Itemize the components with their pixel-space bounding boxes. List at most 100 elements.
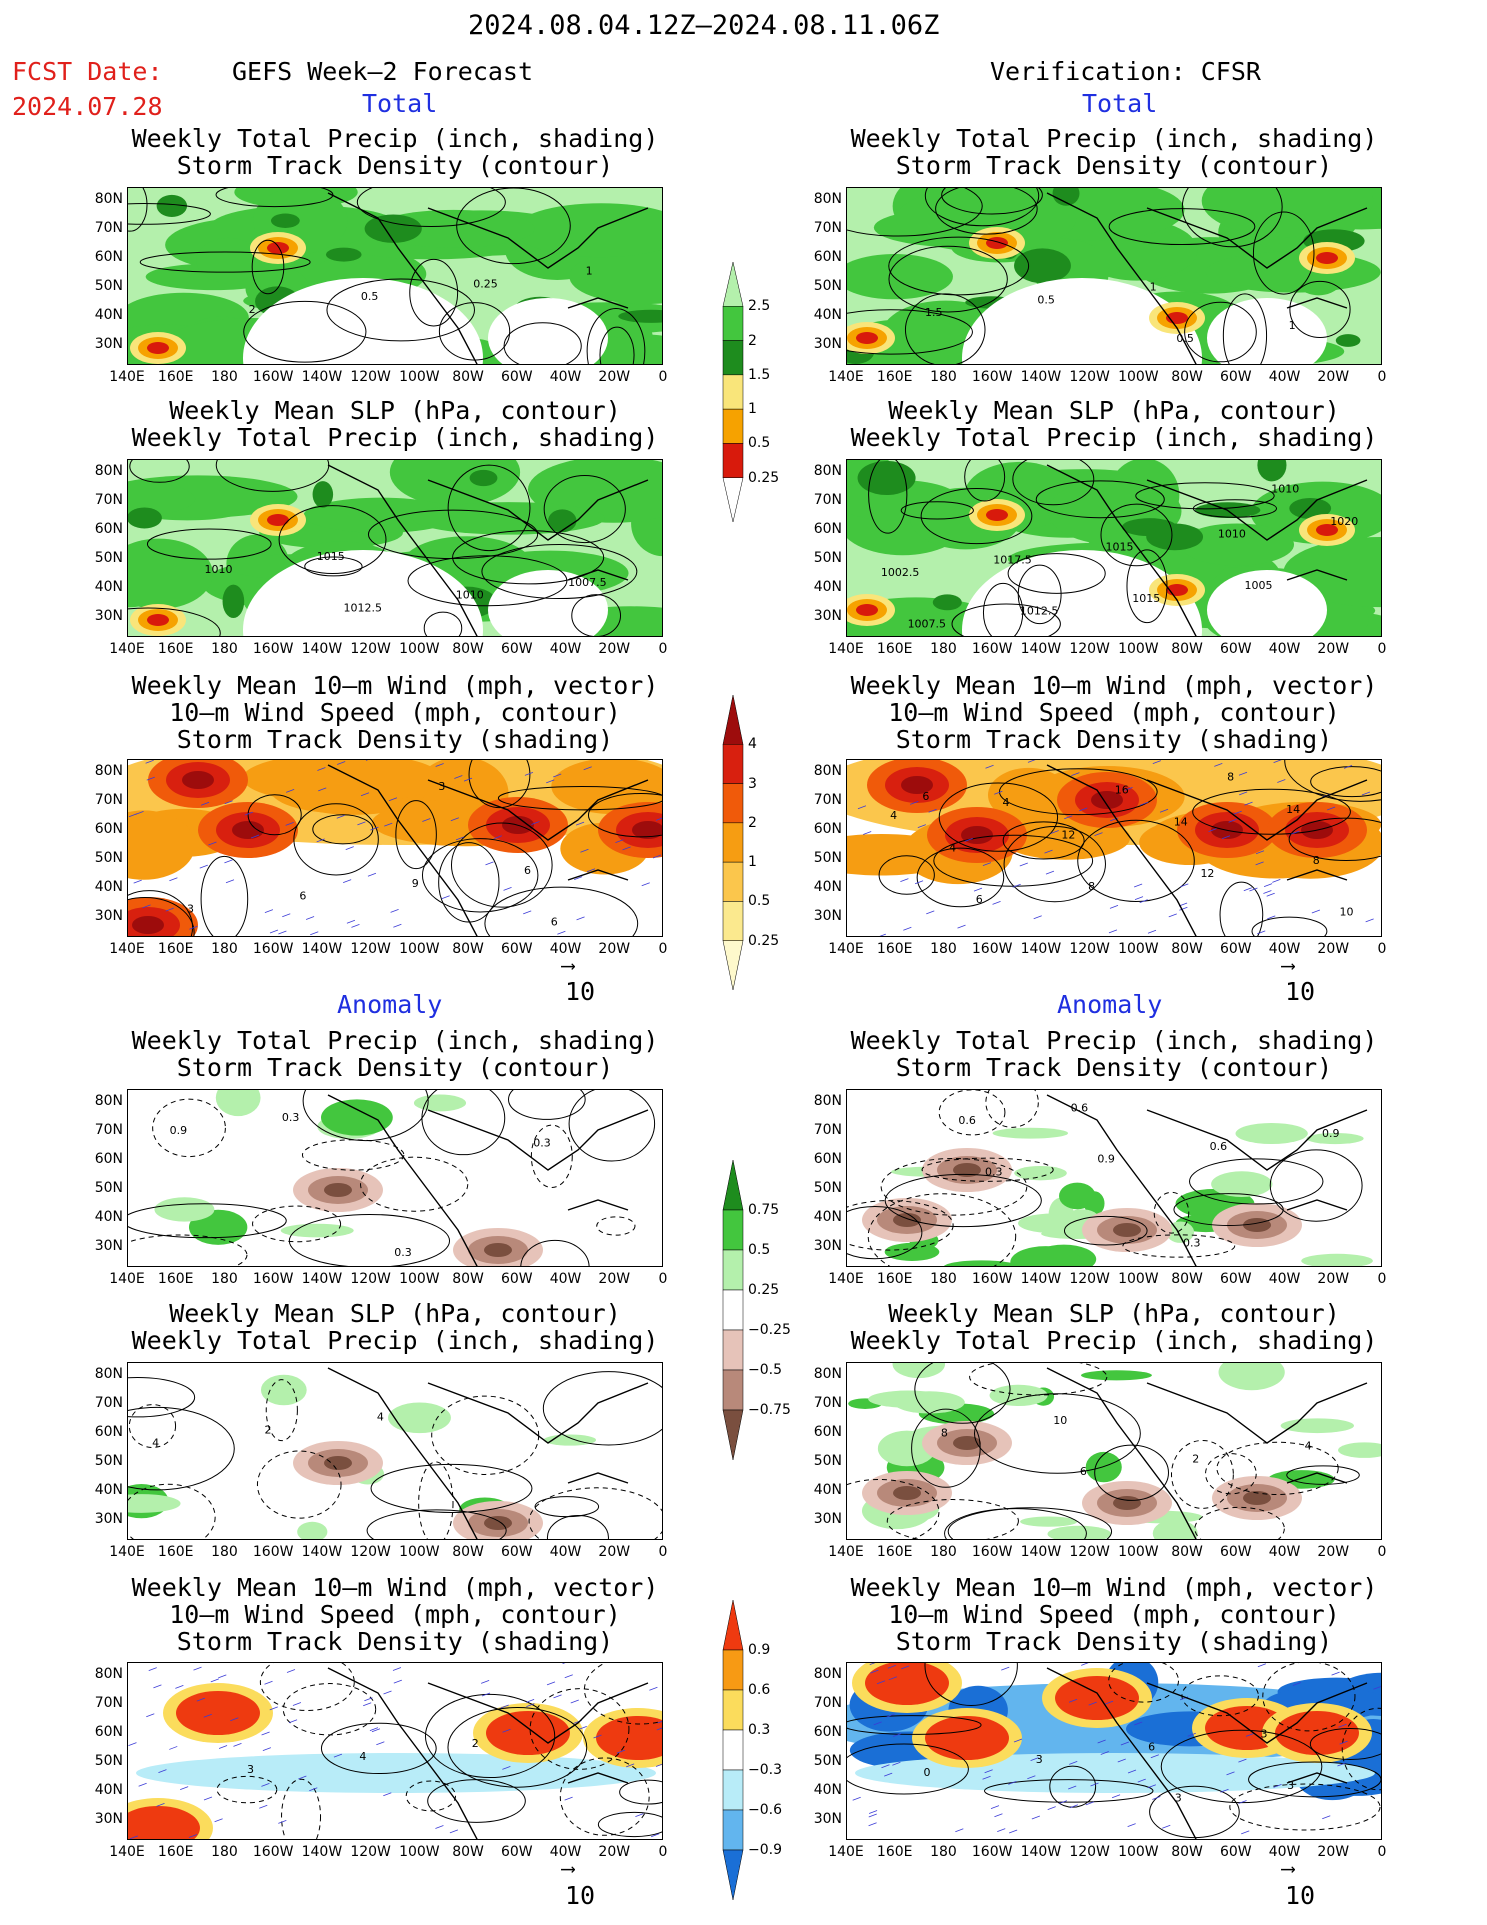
colorbar-label: 0.25	[748, 469, 780, 486]
lon-label: 120W	[350, 641, 391, 657]
contour-label: 1002.5	[881, 566, 920, 579]
lon-label: 140W	[1020, 641, 1062, 657]
lon-label: 100W	[1118, 1271, 1159, 1287]
colorbar-label: 0.75	[748, 1202, 780, 1218]
contour-label: 1	[1289, 319, 1296, 332]
lon-label: 40W	[1268, 641, 1301, 657]
lat-label: 40N	[813, 879, 842, 895]
lon-label: 20W	[598, 941, 631, 957]
contour-label: 0.3	[282, 1111, 300, 1124]
contour-label: 12	[1061, 829, 1075, 842]
lat-label: 70N	[94, 1122, 123, 1138]
lon-label: 160E	[876, 941, 913, 957]
lat-label: 50N	[813, 850, 842, 866]
lat-label: 70N	[94, 220, 123, 236]
lon-label: 60W	[500, 641, 533, 657]
contour-label: 0.3	[1183, 1236, 1201, 1249]
contour-label: 9	[412, 877, 419, 890]
lat-label: 80N	[94, 191, 123, 207]
vector-reference-arrow-right-total: ⟶	[1282, 953, 1295, 977]
lon-label: 100W	[1118, 641, 1159, 657]
lon-label: 20W	[598, 1271, 631, 1287]
lon-label: 80W	[452, 641, 484, 657]
lat-label: 60N	[94, 249, 123, 265]
lon-label: 140E	[109, 941, 145, 957]
lat-label: 70N	[94, 1395, 123, 1411]
lat-label: 50N	[813, 550, 842, 566]
lat-label: 70N	[813, 492, 842, 508]
lon-label: 40W	[1268, 1271, 1301, 1287]
lon-label: 160W	[971, 1271, 1013, 1287]
colorbar-label: 0.3	[748, 1722, 771, 1738]
contour-label: 6	[1148, 1740, 1155, 1753]
contour-label: 1007.5	[908, 618, 947, 631]
lat-label: 40N	[94, 579, 123, 595]
lon-label: 60W	[1219, 1271, 1252, 1287]
lat-label: 60N	[813, 521, 842, 537]
contour-label: 0.6	[1071, 1101, 1089, 1114]
contour-label: 0.5	[361, 290, 379, 303]
lon-label: 120W	[1069, 1844, 1110, 1860]
lon-label: 60W	[1219, 1844, 1252, 1860]
lon-label: 60W	[1219, 369, 1252, 385]
lon-label: 60W	[500, 1844, 533, 1860]
lon-label: 140W	[1020, 369, 1062, 385]
map-panel-l2: 1012.5 1010 1007.5 1010 1015	[127, 459, 663, 637]
contour-label: 1020	[1330, 515, 1358, 528]
forecast-anomaly-label: Anomaly	[337, 990, 443, 1019]
contour-label: 8	[941, 1427, 948, 1440]
lat-label: 50N	[813, 1753, 842, 1769]
lat-label: 30N	[813, 908, 842, 924]
contour-label: 16	[1115, 783, 1129, 796]
lon-label: 140E	[828, 369, 864, 385]
lat-label: 70N	[813, 220, 842, 236]
contour-label: 6	[922, 790, 929, 803]
contour-label: 3	[247, 1763, 254, 1776]
map-panel-r6: 3 3 0 3 6 3	[846, 1662, 1382, 1840]
lon-label: 160W	[252, 369, 294, 385]
lon-label: 140E	[109, 369, 145, 385]
lat-label: 80N	[94, 1366, 123, 1382]
contour-label: 3	[438, 780, 445, 793]
colorbar-label: 1	[748, 854, 757, 871]
lon-label: 0	[658, 641, 668, 657]
lat-label: 60N	[813, 1424, 842, 1440]
lon-label: 180	[930, 1544, 957, 1560]
lat-label: 70N	[94, 1695, 123, 1711]
lon-label: 100W	[399, 1271, 440, 1287]
lat-label: 40N	[94, 1209, 123, 1225]
map-panel-l5: 4 2 4	[127, 1362, 663, 1540]
lat-label: 70N	[813, 1695, 842, 1711]
contour-label: 0.5	[1037, 293, 1055, 306]
lon-label: 180	[930, 1271, 957, 1287]
lon-label: 0	[1377, 1271, 1387, 1287]
colorbar-label: 2.5	[748, 298, 771, 315]
lat-label: 70N	[813, 792, 842, 808]
lon-label: 20W	[1317, 1844, 1350, 1860]
lon-label: 140W	[301, 1544, 343, 1560]
contour-label: 14	[1286, 803, 1300, 816]
lon-label: 140E	[109, 1844, 145, 1860]
contour-label: 10	[1053, 1414, 1067, 1427]
lon-label: 40W	[549, 641, 582, 657]
colorbar-precip_anom	[721, 1159, 745, 1464]
lat-label: 80N	[813, 763, 842, 779]
contour-label: 4	[359, 1750, 366, 1763]
contour-label: 6	[551, 915, 558, 928]
lon-label: 140W	[1020, 1271, 1062, 1287]
lon-label: 160W	[252, 941, 294, 957]
lat-label: 80N	[94, 463, 123, 479]
contour-label: 6	[976, 893, 983, 906]
colorbar-label: 0.6	[748, 1682, 771, 1698]
lon-label: 180	[211, 941, 238, 957]
colorbar-label: 4	[748, 736, 757, 753]
lon-label: 20W	[1317, 941, 1350, 957]
contour-label: 2	[249, 303, 256, 316]
lon-label: 160E	[157, 1844, 194, 1860]
contour-label: 1010	[1218, 528, 1246, 541]
lat-label: 40N	[813, 1209, 842, 1225]
lat-label: 40N	[813, 1782, 842, 1798]
lon-label: 180	[211, 369, 238, 385]
lon-label: 160W	[971, 1544, 1013, 1560]
colorbar-label: −0.75	[748, 1402, 791, 1418]
